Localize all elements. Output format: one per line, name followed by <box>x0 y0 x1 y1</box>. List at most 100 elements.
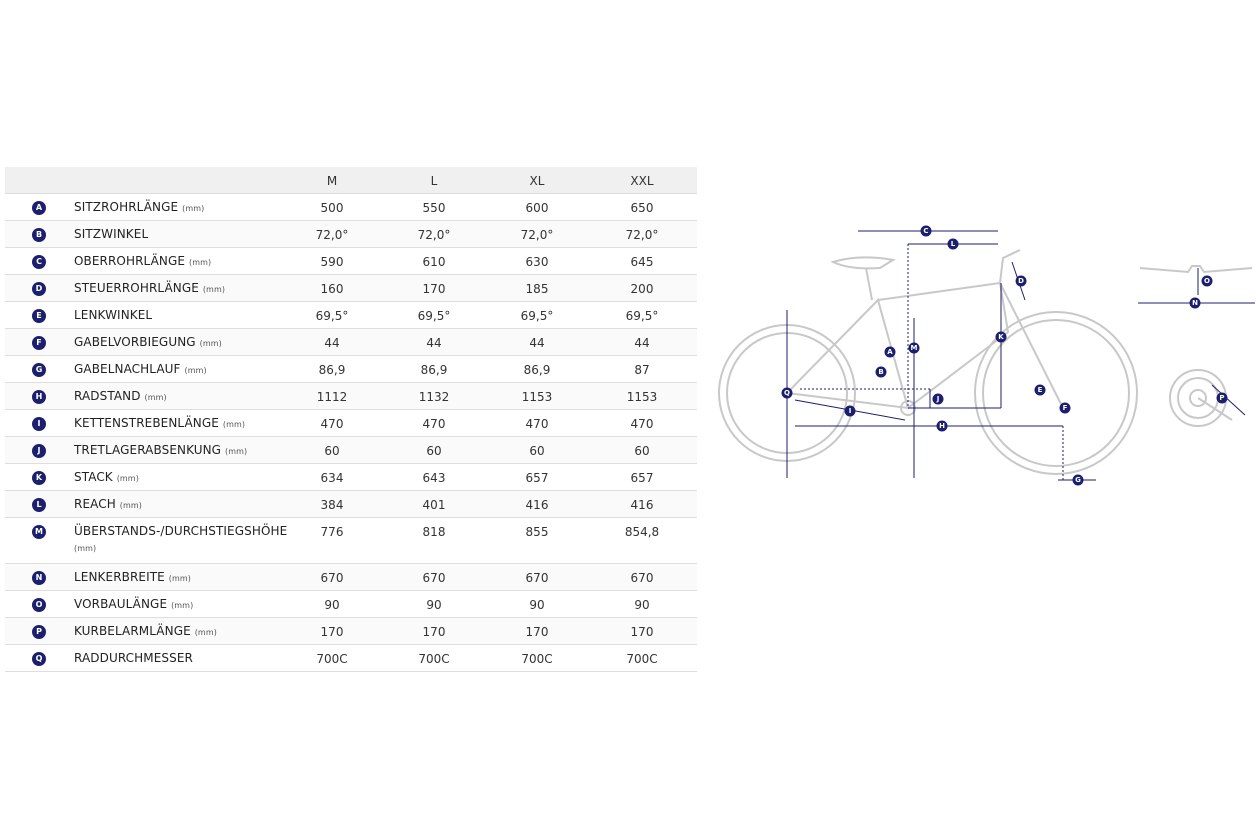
marker-dot <box>995 331 1007 343</box>
cell-value: 600 <box>525 201 549 215</box>
diagram-marker: K <box>995 331 1007 343</box>
marker-letter: N <box>1192 299 1198 307</box>
marker-dot <box>1059 402 1071 414</box>
cell-value: 44 <box>426 336 442 350</box>
diagram-marker: J <box>932 393 944 405</box>
marker-dot <box>947 238 959 250</box>
column-header: L <box>430 174 438 188</box>
cell-value: 643 <box>422 471 446 485</box>
cell-value: 86,9 <box>318 363 346 377</box>
cell-value: 401 <box>422 498 446 512</box>
cell-value: 670 <box>525 571 549 585</box>
cell-value: 700C <box>418 652 450 666</box>
row-label: GABELVORBIEGUNG (mm) <box>74 335 222 349</box>
cell-value: 1153 <box>626 390 658 404</box>
row-label: KETTENSTREBENLÄNGE (mm) <box>74 416 245 430</box>
column-header: XXL <box>630 174 654 188</box>
marker-letter: P <box>1219 394 1224 402</box>
unit: (mm) <box>184 366 207 375</box>
row-label: ÜBERSTANDS-/DURCHSTIEGSHÖHE (mm) <box>74 524 294 553</box>
measure-name: LENKERBREITE <box>74 570 165 584</box>
table-row: L REACH (mm) 384 401 416 416 <box>5 491 697 518</box>
cell-value: 416 <box>630 498 654 512</box>
letter-badge: C <box>32 255 46 269</box>
cell-value: 170 <box>320 625 344 639</box>
row-label: OBERROHRLÄNGE (mm) <box>74 254 211 268</box>
letter-badge: Q <box>32 652 46 666</box>
cell-value: 470 <box>320 417 344 431</box>
cell-value: 855 <box>525 525 549 539</box>
letter-badge: J <box>32 444 46 458</box>
cell-value: 818 <box>422 525 446 539</box>
marker-letter: C <box>923 227 928 235</box>
row-label: STACK (mm) <box>74 470 139 484</box>
table-row: O VORBAULÄNGE (mm) 90 90 90 90 <box>5 591 697 618</box>
cell-value: 60 <box>426 444 442 458</box>
marker-dot <box>884 346 896 358</box>
marker-dot <box>1216 392 1228 404</box>
marker-dot <box>936 420 948 432</box>
cell-value: 86,9 <box>523 363 551 377</box>
unit: (mm) <box>222 420 246 429</box>
cell-value: 384 <box>320 498 344 512</box>
table-row: I KETTENSTREBENLÄNGE (mm) 470 470 470 470 <box>5 410 697 437</box>
marker-dot <box>1189 297 1201 309</box>
row-label: LENKWINKEL <box>74 308 152 322</box>
cell-value: 416 <box>525 498 549 512</box>
diagram-marker: L <box>947 238 959 250</box>
marker-dot <box>1034 384 1046 396</box>
diagram-marker: M <box>908 342 920 354</box>
cell-value: 700C <box>521 652 553 666</box>
cell-value: 69,5° <box>520 309 554 323</box>
cell-value: 470 <box>525 417 549 431</box>
cell-value: 44 <box>634 336 650 350</box>
measure-name: GABELNACHLAUF <box>74 362 181 376</box>
cell-value: 500 <box>320 201 344 215</box>
measure-name: REACH <box>74 497 116 511</box>
letter-badge: A <box>32 201 46 215</box>
unit: (mm) <box>74 544 97 553</box>
marker-letter: G <box>1075 476 1081 484</box>
table-row: B SITZWINKEL 72,0° 72,0° 72,0° 72,0° <box>5 221 697 248</box>
cell-value: 60 <box>529 444 545 458</box>
table-row: P KURBELARMLÄNGE (mm) 170 170 170 170 <box>5 618 697 645</box>
row-label: LENKERBREITE (mm) <box>74 570 191 584</box>
table-row: N LENKERBREITE (mm) 670 670 670 670 <box>5 564 697 591</box>
cell-value: 1153 <box>521 390 553 404</box>
cell-value: 590 <box>320 255 344 269</box>
cell-value: 650 <box>630 201 654 215</box>
letter-badge: E <box>32 309 46 323</box>
marker-letter: K <box>998 333 1004 341</box>
unit: (mm) <box>171 601 194 610</box>
marker-letter: E <box>1038 386 1043 394</box>
marker-letter: L <box>951 240 956 248</box>
cell-value: 610 <box>422 255 446 269</box>
diagram-marker: G <box>1072 474 1084 486</box>
diagram-marker: F <box>1059 402 1071 414</box>
table-row: M ÜBERSTANDS-/DURCHSTIEGSHÖHE (mm) 776 818 8… <box>5 518 697 564</box>
marker-dot <box>875 366 887 378</box>
cell-value: 657 <box>525 471 549 485</box>
diagram-marker: B <box>875 366 887 378</box>
marker-dot <box>844 405 856 417</box>
measure-name: RADDURCHMESSER <box>74 651 193 665</box>
cell-value: 470 <box>630 417 654 431</box>
cell-value: 72,0° <box>315 228 349 242</box>
marker-dot <box>1072 474 1084 486</box>
letter-badge: H <box>32 390 46 404</box>
row-label: TRETLAGERABSENKUNG (mm) <box>74 443 247 457</box>
cell-value: 69,5° <box>625 309 659 323</box>
cell-value: 72,0° <box>520 228 554 242</box>
cell-value: 160 <box>320 282 344 296</box>
row-label: RADDURCHMESSER <box>74 651 193 665</box>
cell-value: 72,0° <box>417 228 451 242</box>
cell-value: 69,5° <box>315 309 349 323</box>
cell-value: 670 <box>630 571 654 585</box>
unit: (mm) <box>168 574 191 583</box>
table-row: F GABELVORBIEGUNG (mm) 44 44 44 44 <box>5 329 697 356</box>
marker-letter: M <box>911 344 918 352</box>
diagram-marker: O <box>1201 275 1213 287</box>
row-label: VORBAULÄNGE (mm) <box>74 597 193 611</box>
marker-letter: A <box>887 348 893 356</box>
